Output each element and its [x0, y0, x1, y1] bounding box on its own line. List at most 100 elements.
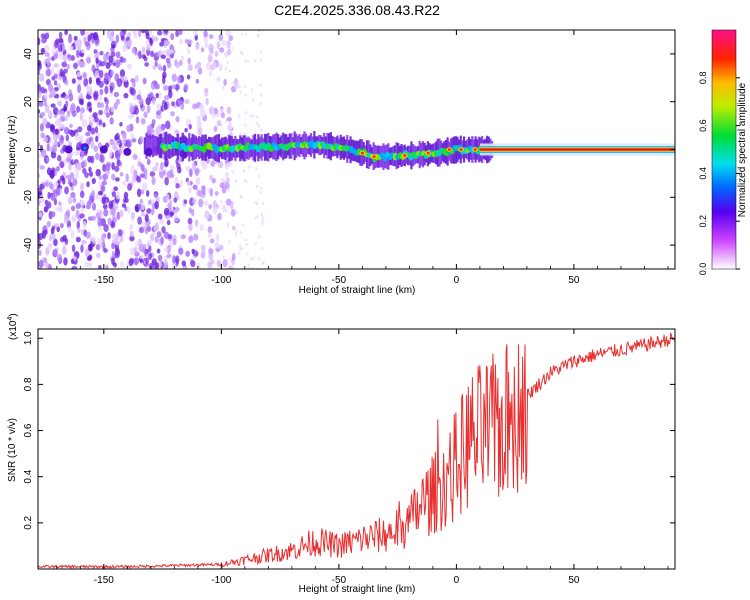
noise-speckle — [197, 127, 203, 136]
noise-speckle — [139, 173, 145, 178]
noise-speckle — [78, 135, 84, 143]
noise-speckle — [163, 30, 169, 34]
noise-speckle — [140, 164, 145, 172]
noise-speckle — [163, 259, 169, 268]
colorbar-gradient — [711, 29, 737, 270]
noise-speckle — [43, 181, 49, 187]
noise-speckle — [256, 214, 259, 219]
ridge-hotspot-peak — [473, 148, 477, 151]
noise-speckle — [259, 57, 262, 62]
noise-speckle — [61, 43, 66, 52]
noise-speckle — [136, 175, 141, 183]
noise-speckle — [127, 63, 133, 70]
noise-speckle — [42, 117, 48, 126]
noise-speckle — [144, 249, 148, 257]
noise-speckle — [260, 213, 263, 217]
noise-speckle — [146, 208, 152, 214]
noise-speckle — [115, 152, 121, 160]
noise-speckle — [227, 224, 230, 228]
noise-speckle — [177, 99, 183, 105]
noise-speckle — [254, 58, 257, 63]
steady-line-core — [479, 148, 675, 151]
noise-speckle — [161, 226, 166, 234]
noise-speckle — [76, 220, 80, 230]
noise-speckle — [140, 189, 145, 195]
noise-speckle — [98, 180, 102, 186]
noise-speckle — [159, 218, 165, 225]
snr-plot-area — [38, 329, 675, 569]
noise-speckle — [40, 47, 46, 55]
noise-speckle — [61, 246, 67, 255]
noise-speckle — [136, 188, 142, 198]
noise-speckle — [165, 57, 171, 64]
noise-speckle — [54, 52, 59, 59]
spectrogram-y-tick-label: 40 — [23, 48, 34, 60]
noise-speckle — [53, 63, 60, 68]
colorbar-tick-label: 0.0 — [698, 263, 708, 276]
noise-speckle — [180, 55, 185, 61]
noise-speckle — [76, 60, 82, 67]
noise-speckle — [187, 39, 193, 45]
noise-speckle — [97, 190, 103, 196]
spectrogram-x-tick-label: 0 — [454, 275, 460, 286]
noise-speckle — [38, 73, 45, 82]
noise-speckle — [54, 181, 59, 188]
noise-speckle — [183, 83, 189, 91]
noise-speckle — [170, 33, 175, 41]
noise-speckle — [67, 54, 71, 59]
noise-speckle — [70, 54, 75, 61]
noise-speckle — [232, 201, 235, 205]
noise-speckle — [109, 117, 114, 125]
noise-speckle — [154, 61, 158, 67]
noise-speckle — [91, 177, 96, 185]
noise-speckle — [68, 45, 74, 52]
noise-speckle — [180, 234, 186, 240]
noise-speckle — [226, 106, 232, 115]
noise-speckle — [94, 116, 99, 123]
noise-speckle — [162, 49, 167, 55]
noise-speckle — [65, 175, 72, 180]
noise-speckle — [123, 92, 129, 99]
noise-speckle — [88, 195, 95, 204]
noise-speckle — [143, 111, 148, 119]
noise-speckle — [139, 254, 144, 260]
chart-title: C2E4.2025.336.08.43.R22 — [274, 2, 440, 18]
noise-speckle — [220, 112, 225, 119]
noise-speckle — [189, 168, 193, 178]
ridge-halo — [143, 137, 146, 155]
noise-speckle — [85, 31, 90, 37]
noise-speckle — [38, 142, 41, 148]
noise-speckle — [134, 74, 139, 83]
noise-speckle — [69, 182, 73, 187]
noise-speckle — [86, 181, 90, 188]
noise-speckle — [162, 64, 167, 73]
noise-speckle — [168, 199, 173, 206]
noise-speckle — [99, 239, 104, 248]
noise-speckle — [38, 37, 41, 46]
noise-speckle — [97, 93, 103, 101]
noise-speckle — [79, 213, 85, 219]
noise-speckle — [84, 248, 90, 257]
noise-speckle — [223, 78, 227, 86]
noise-speckle — [125, 173, 129, 182]
noise-speckle — [103, 53, 109, 62]
noise-speckle — [258, 235, 261, 239]
noise-speckle — [145, 32, 150, 40]
noise-speckle — [170, 84, 177, 90]
snr-y-tick-label: 0.6 — [23, 423, 34, 437]
noise-speckle — [116, 78, 123, 88]
noise-speckle — [244, 85, 247, 89]
noise-speckle — [56, 98, 63, 106]
noise-speckle — [133, 246, 138, 255]
colorbar-tick-label: 0.8 — [698, 72, 708, 85]
noise-speckle — [168, 89, 173, 99]
noise-speckle — [43, 101, 48, 107]
noise-speckle — [256, 121, 259, 126]
noise-speckle — [63, 68, 68, 74]
noise-speckle — [112, 217, 118, 223]
colorbar-tick-label: 0.2 — [698, 215, 708, 228]
noise-speckle — [98, 119, 103, 126]
noise-speckle — [134, 106, 139, 115]
noise-speckle — [95, 168, 101, 177]
noise-speckle — [130, 257, 135, 264]
